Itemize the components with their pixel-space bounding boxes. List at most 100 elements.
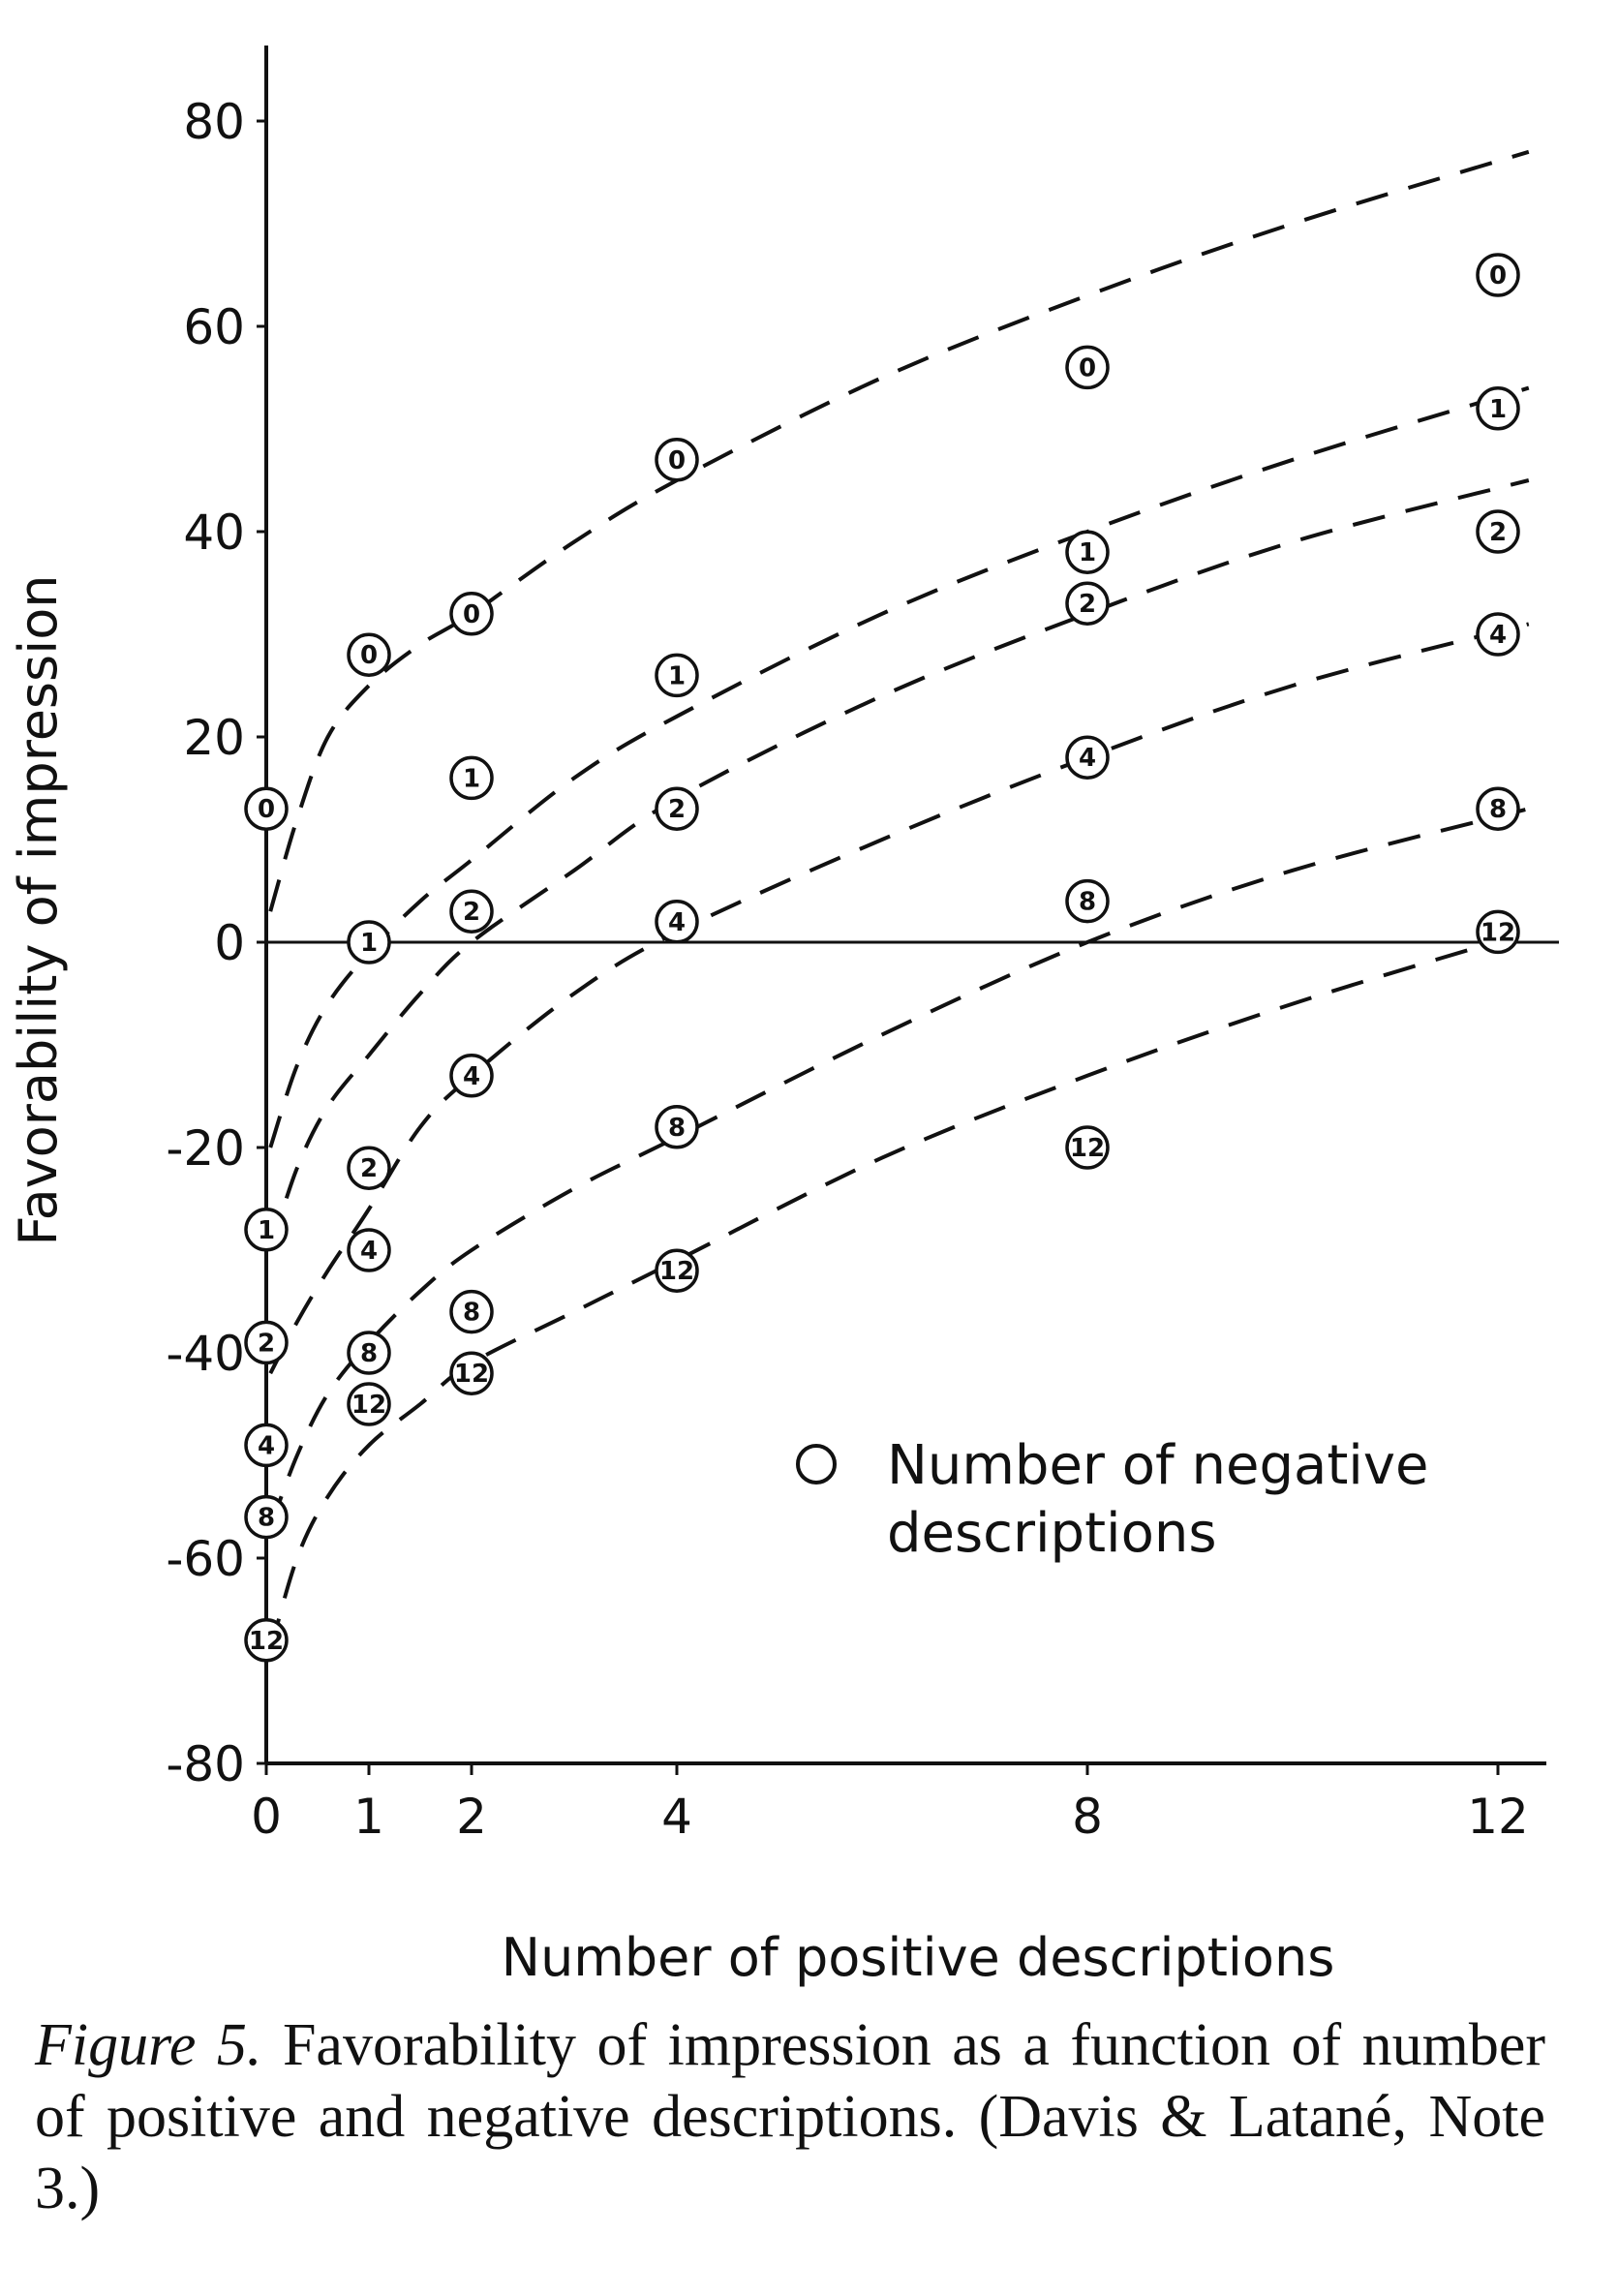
- data-point-series-1: 1: [1476, 386, 1520, 431]
- data-point-series-2: 2: [1065, 581, 1110, 626]
- data-point-label: 2: [360, 1154, 378, 1183]
- x-tick-label: 8: [1072, 1789, 1103, 1845]
- data-point-label: 0: [463, 600, 480, 629]
- x-tick-label: 0: [251, 1789, 282, 1845]
- data-point-label: 4: [668, 908, 686, 937]
- data-point-label: 2: [463, 898, 480, 927]
- legend-text-line1: Number of negative: [887, 1434, 1428, 1497]
- data-point-series-12: 12: [1065, 1125, 1110, 1170]
- x-tick-label: 12: [1467, 1789, 1529, 1845]
- data-point-label: 1: [360, 929, 378, 958]
- data-point-series-1: 1: [347, 920, 391, 964]
- data-point-series-0: 0: [449, 592, 494, 636]
- data-markers: 0000001111112222224444448888881212121212…: [244, 253, 1520, 1663]
- y-tick-label: 20: [183, 710, 245, 766]
- data-point-label: 2: [258, 1329, 275, 1358]
- data-point-label: 1: [668, 661, 686, 690]
- legend-marker: [796, 1444, 837, 1485]
- y-tick-label: -40: [166, 1326, 245, 1382]
- data-point-series-8: 8: [1476, 786, 1520, 831]
- data-point-series-2: 2: [655, 786, 699, 831]
- data-point-series-1: 1: [449, 755, 494, 801]
- data-point-label: 12: [1481, 918, 1515, 947]
- data-point-series-1: 1: [655, 653, 699, 698]
- data-point-series-8: 8: [347, 1331, 391, 1375]
- data-point-series-4: 4: [655, 900, 699, 944]
- data-point-label: 12: [249, 1627, 284, 1656]
- data-point-label: 0: [258, 795, 275, 824]
- data-point-series-0: 0: [1065, 345, 1110, 390]
- x-tick-label: 1: [353, 1789, 384, 1845]
- caption-text: Favorability of impression as a function…: [35, 2012, 1545, 2221]
- curve-series-12: [268, 930, 1530, 1651]
- fitted-curves: [268, 149, 1530, 1651]
- curve-series-2: [268, 478, 1530, 1251]
- data-point-label: 2: [1079, 590, 1096, 619]
- axes: [264, 46, 1559, 1765]
- y-tick-label: -20: [166, 1120, 245, 1177]
- data-point-series-0: 0: [1476, 253, 1520, 297]
- curve-series-8: [268, 807, 1530, 1528]
- x-tick-label: 4: [661, 1789, 692, 1845]
- data-point-series-4: 4: [244, 1423, 289, 1468]
- data-point-series-1: 1: [244, 1208, 289, 1252]
- curve-series-4: [268, 622, 1530, 1375]
- data-point-label: 8: [360, 1339, 378, 1368]
- y-tick-label: -80: [166, 1736, 245, 1792]
- figure-caption: Figure 5. Favorability of impression as …: [35, 2009, 1545, 2224]
- data-point-series-8: 8: [244, 1494, 289, 1540]
- data-point-label: 1: [1489, 395, 1507, 424]
- data-point-series-0: 0: [347, 632, 391, 677]
- data-point-series-4: 4: [347, 1228, 391, 1272]
- data-point-series-2: 2: [244, 1320, 289, 1365]
- data-point-label: 2: [668, 795, 686, 824]
- y-tick-label: 60: [183, 299, 245, 355]
- x-axis-title: Number of positive descriptions: [502, 1927, 1335, 1988]
- curve-series-1: [268, 385, 1530, 1148]
- curve-series-0: [268, 149, 1530, 912]
- data-point-label: 8: [463, 1299, 480, 1328]
- legend-text-line2: descriptions: [887, 1502, 1217, 1565]
- data-point-series-0: 0: [655, 438, 699, 482]
- x-tick-label: 2: [456, 1789, 487, 1845]
- data-point-series-12: 12: [244, 1618, 289, 1663]
- y-tick-label: 80: [183, 94, 245, 150]
- data-point-label: 4: [1489, 621, 1507, 650]
- y-tick-label: -60: [166, 1531, 245, 1587]
- data-point-label: 1: [1079, 538, 1096, 567]
- figure-label: Figure 5.: [35, 2012, 262, 2078]
- data-point-series-2: 2: [449, 889, 494, 934]
- legend: Number of negative descriptions O-: [796, 1434, 1428, 1565]
- data-point-label: 12: [659, 1257, 694, 1286]
- data-point-series-4: 4: [1476, 612, 1520, 657]
- data-point-series-2: 2: [347, 1146, 391, 1190]
- data-point-series-12: 12: [449, 1351, 494, 1395]
- data-point-label: 1: [258, 1216, 275, 1245]
- data-point-series-12: 12: [347, 1382, 391, 1426]
- data-point-label: 0: [668, 446, 686, 475]
- data-point-label: 4: [463, 1062, 480, 1091]
- data-point-label: 12: [454, 1360, 489, 1389]
- data-point-label: 12: [351, 1391, 386, 1420]
- data-point-label: 12: [1070, 1134, 1105, 1163]
- data-point-series-0: 0: [244, 786, 289, 831]
- data-point-series-4: 4: [449, 1054, 494, 1098]
- data-point-series-12: 12: [1476, 909, 1520, 955]
- data-point-label: 0: [360, 641, 378, 670]
- data-point-series-8: 8: [655, 1105, 699, 1149]
- data-point-series-2: 2: [1476, 509, 1520, 554]
- data-point-series-4: 4: [1065, 735, 1110, 780]
- data-point-series-8: 8: [449, 1289, 494, 1334]
- data-point-series-12: 12: [655, 1248, 699, 1293]
- data-point-label: 4: [1079, 744, 1096, 773]
- data-point-label: 8: [668, 1114, 686, 1143]
- data-point-label: 8: [1489, 795, 1507, 824]
- data-point-label: 4: [360, 1237, 378, 1266]
- y-tick-label: 0: [214, 915, 245, 971]
- data-point-label: 4: [258, 1431, 275, 1460]
- data-point-label: 2: [1489, 518, 1507, 547]
- data-point-label: 8: [1079, 888, 1096, 917]
- data-point-label: 0: [1079, 353, 1096, 383]
